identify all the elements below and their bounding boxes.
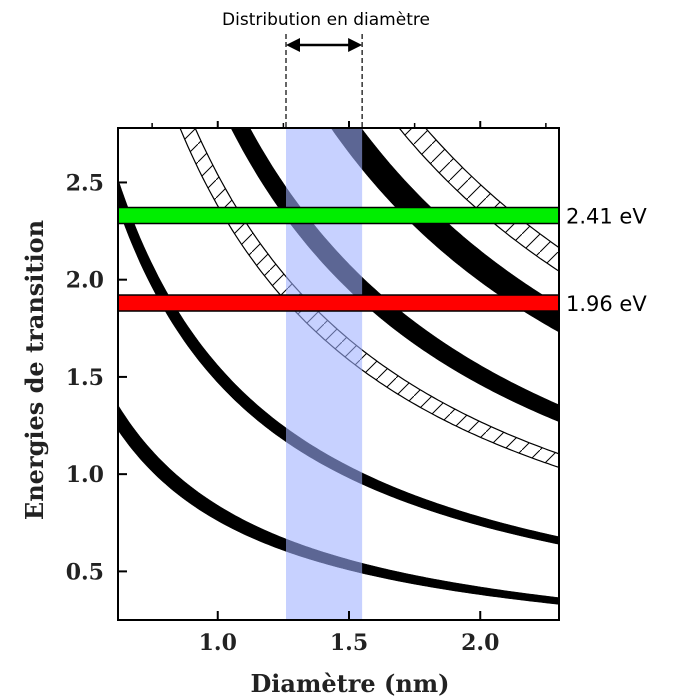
laser-label-1: 2.41 eV [566, 205, 647, 229]
arrow-head-right-icon [348, 38, 363, 52]
x-tick-label-2: 1.5 [330, 630, 368, 656]
x-tick-label-1: 1.0 [199, 630, 237, 656]
distribution-label: Distribution en diamètre [222, 10, 430, 30]
y-tick-label-5: 2.5 [66, 170, 104, 196]
laser-label-2: 1.96 eV [566, 292, 647, 316]
band-5 [330, 128, 559, 333]
distribution-annotation: Distribution en diamètre [222, 10, 430, 128]
y-axis-title: Energies de transition [20, 220, 49, 520]
ticks-layer: 1.0 1.5 2.0 0.5 1.0 1.5 2.0 2.5 [66, 121, 547, 656]
band-6 [398, 128, 559, 272]
y-tick-label-2: 1.0 [66, 462, 104, 488]
laser-line-1 [117, 206, 560, 225]
x-axis-title: Diamètre (nm) [250, 669, 449, 698]
y-tick-label-1: 0.5 [66, 559, 104, 585]
x-tick-label-3: 2.0 [461, 630, 499, 656]
distribution-layer [286, 128, 363, 620]
arrow-head-left-icon [286, 38, 300, 52]
y-tick-label-4: 2.0 [66, 268, 104, 294]
band-4 [230, 128, 559, 422]
band-3 [179, 128, 559, 469]
y-tick-label-3: 1.5 [66, 365, 104, 391]
distribution-band [286, 128, 363, 620]
laser-line-2 [117, 294, 560, 312]
plot-frame [117, 127, 560, 621]
